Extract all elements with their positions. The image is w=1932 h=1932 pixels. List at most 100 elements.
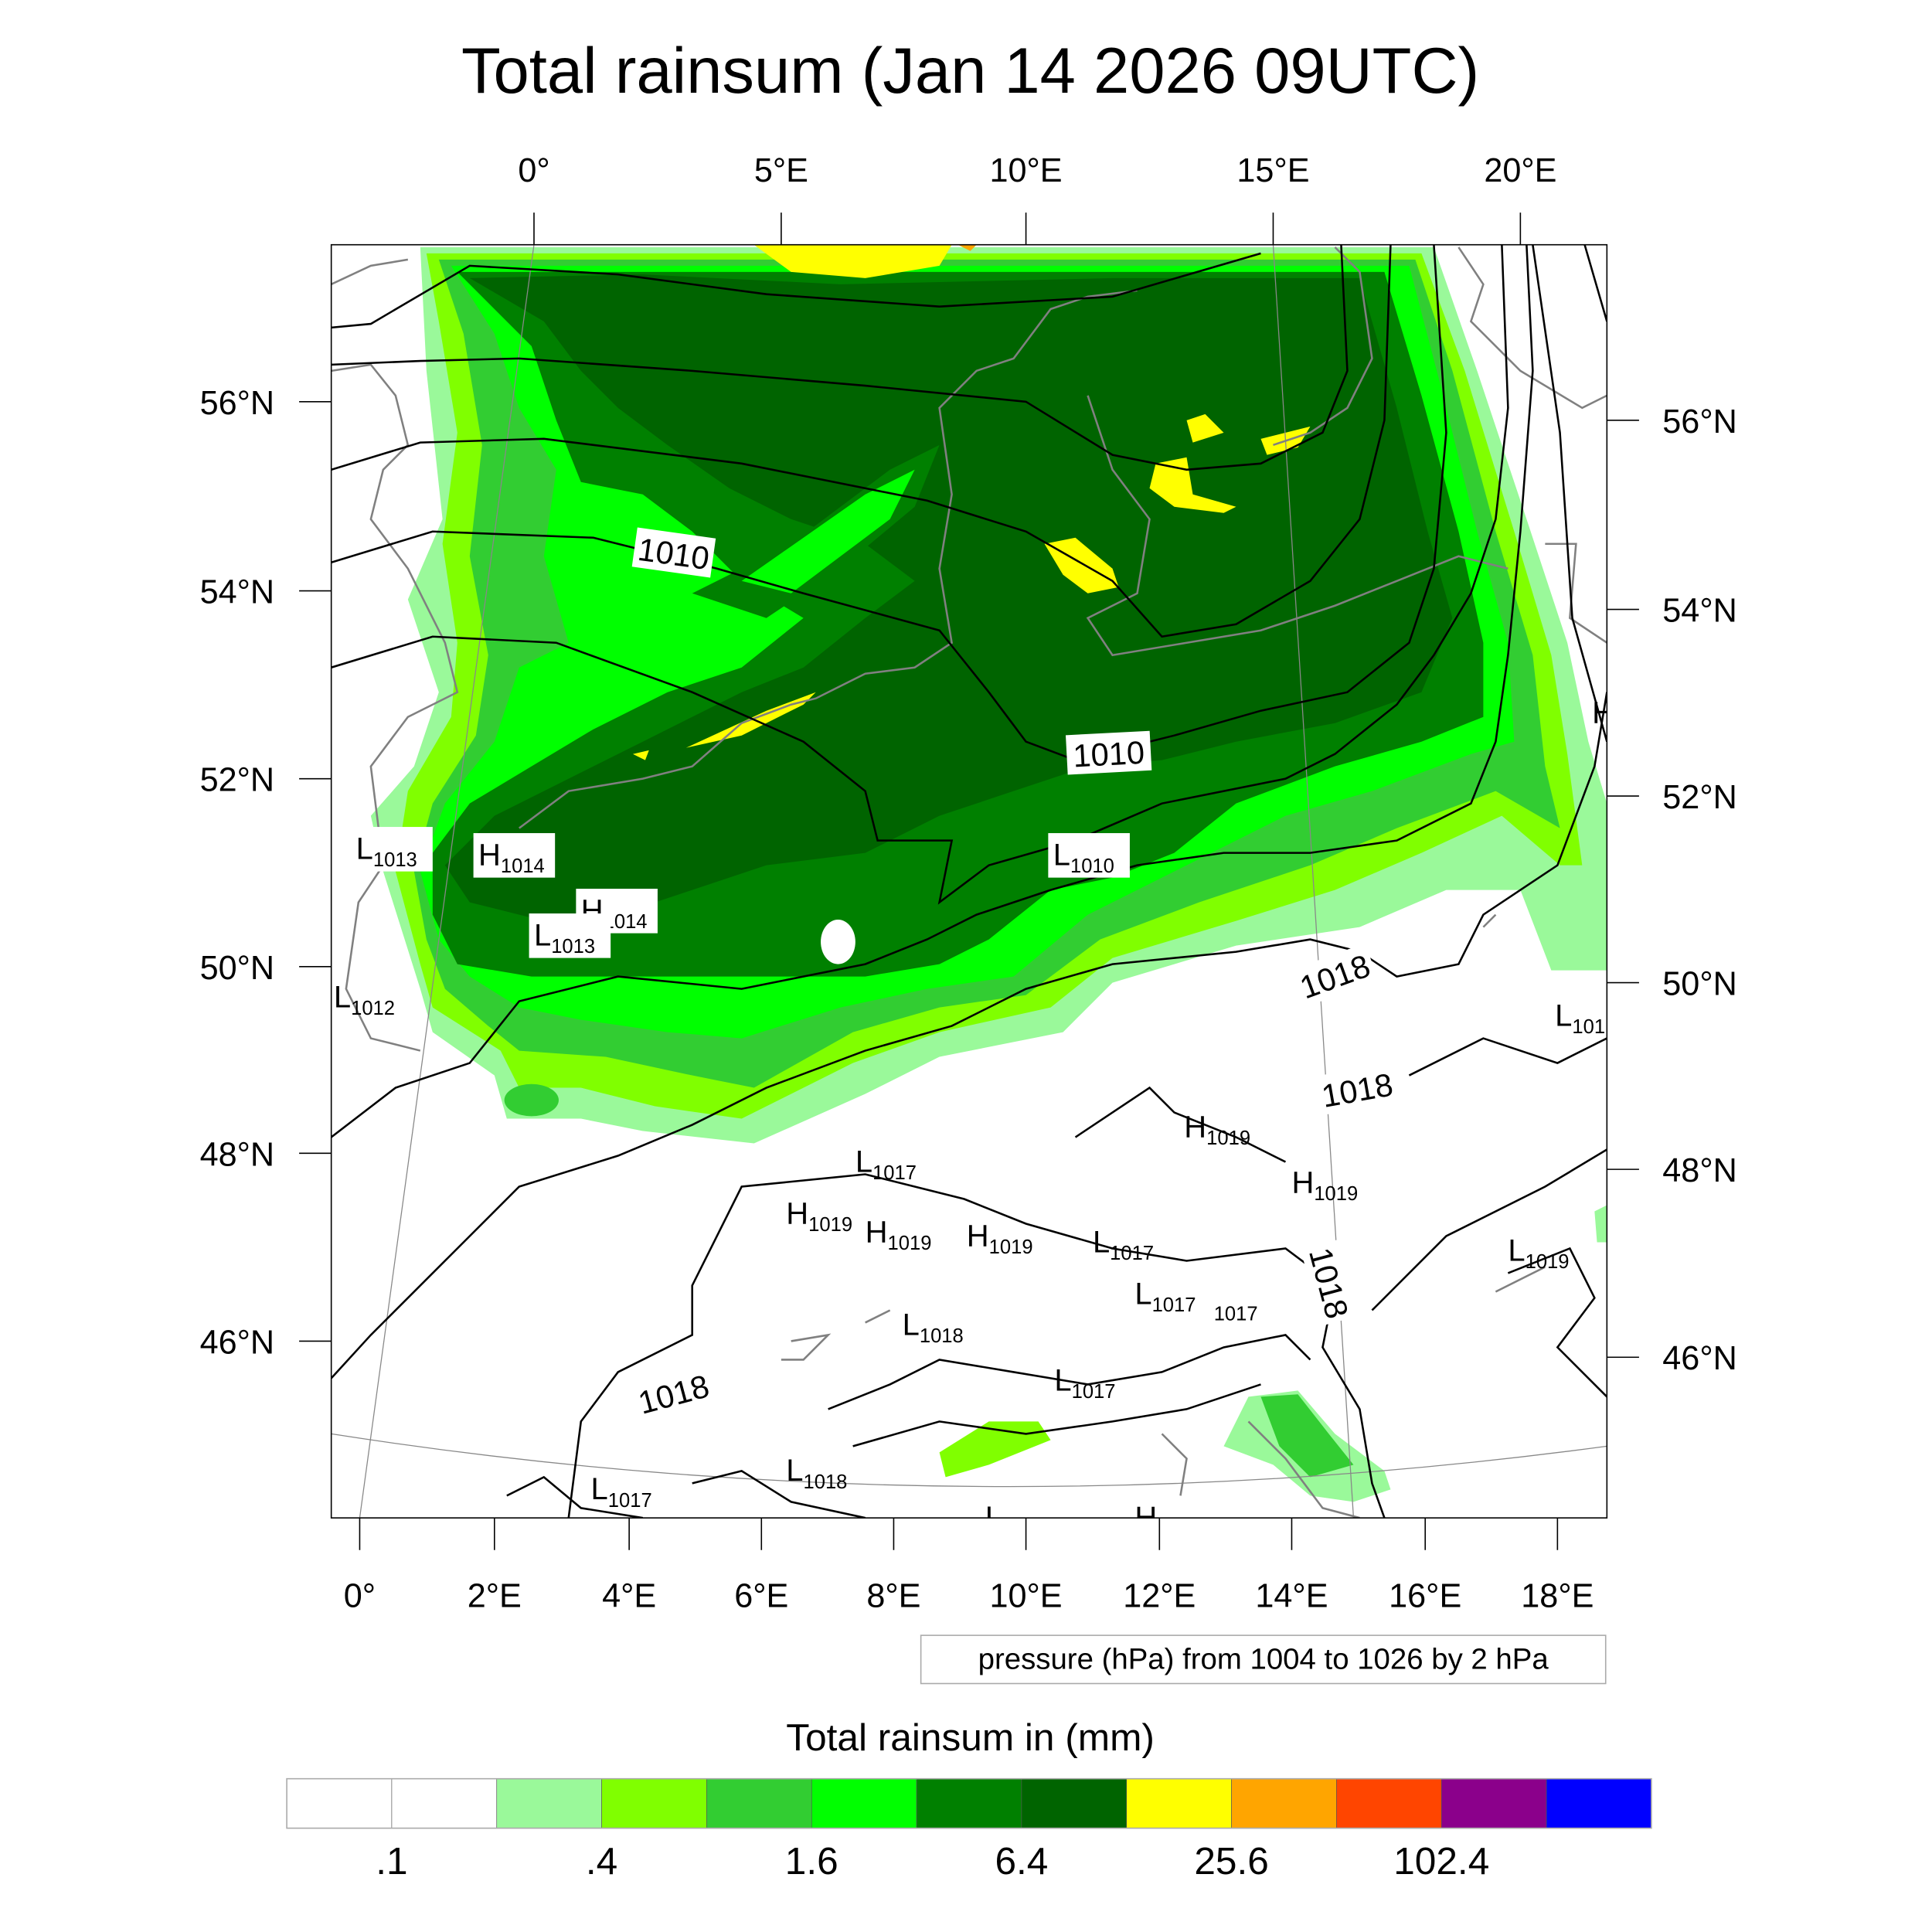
pressure-center-label: H1019 bbox=[866, 1215, 932, 1254]
pressure-center-type: L bbox=[1053, 838, 1070, 872]
isobar-1018 bbox=[567, 1173, 1386, 1519]
colorbar-outline bbox=[286, 1777, 1652, 1829]
svg-text:L1017: L1017 bbox=[1134, 1277, 1196, 1316]
top-lon-label: 0° bbox=[518, 152, 549, 189]
pressure-center-value: 1017 bbox=[1110, 1243, 1154, 1264]
right-lat-label: 56°N bbox=[1662, 403, 1736, 440]
pressure-center-type: H bbox=[866, 1215, 888, 1249]
bottom-lon-label: 8°E bbox=[866, 1577, 920, 1614]
colorbar-swatch bbox=[1546, 1778, 1652, 1828]
bottom-lon-label: 0° bbox=[344, 1577, 376, 1614]
right-lat-label: 52°N bbox=[1662, 779, 1736, 816]
svg-text:H1019: H1019 bbox=[866, 1215, 932, 1254]
svg-text:L1017: L1017 bbox=[1054, 1363, 1115, 1403]
pressure-center-value: 1019 bbox=[989, 1236, 1033, 1258]
label-background bbox=[473, 833, 556, 878]
colorbar-swatch bbox=[1440, 1778, 1547, 1828]
bottom-lon-label: 4°E bbox=[602, 1577, 656, 1614]
pressure-center-type: L bbox=[1134, 1277, 1151, 1311]
contour-label: 1010 bbox=[1066, 730, 1152, 775]
svg-text:L101: L101 bbox=[1555, 999, 1605, 1039]
pressure-center-value: 1013 bbox=[373, 849, 417, 871]
pressure-center-label: H bbox=[1134, 1501, 1157, 1535]
rain-area-medgreen bbox=[1260, 1394, 1354, 1478]
pressure-center-value: 1012 bbox=[351, 998, 395, 1019]
svg-text:H1019: H1019 bbox=[1291, 1166, 1358, 1206]
pressure-center-label: H1019 bbox=[1184, 1111, 1250, 1150]
pressure-info-box: pressure (hPa) from 1004 to 1026 by 2 hP… bbox=[920, 1634, 1607, 1685]
colorbar-swatch bbox=[1021, 1778, 1128, 1828]
bottom-lon-label: 14°E bbox=[1255, 1577, 1328, 1614]
pressure-center-type: L bbox=[903, 1308, 920, 1342]
isobar-1018 bbox=[331, 692, 1607, 1379]
svg-text:L1017: L1017 bbox=[1093, 1225, 1154, 1264]
pressure-center-type: H bbox=[478, 838, 501, 872]
svg-text:1010: 1010 bbox=[1072, 734, 1145, 774]
right-lat-label: 54°N bbox=[1662, 593, 1736, 630]
coastline bbox=[1273, 246, 1607, 644]
right-lat-label: 46°N bbox=[1662, 1340, 1736, 1377]
pressure-center-label: L1010 bbox=[1048, 833, 1130, 878]
pressure-center-label: L1018 bbox=[786, 1454, 847, 1493]
pressure-center-label: L bbox=[985, 1501, 1002, 1535]
top-lon-label: 10°E bbox=[990, 152, 1063, 189]
svg-text:L: L bbox=[985, 1501, 1002, 1535]
svg-text:L1013: L1013 bbox=[356, 832, 417, 872]
colorbar-tick-label: 6.4 bbox=[995, 1839, 1048, 1883]
pressure-center-label: L1017 bbox=[1054, 1363, 1115, 1403]
pressure-center-value: 1019 bbox=[888, 1233, 932, 1254]
pressure-center-label: H1019 bbox=[786, 1196, 852, 1236]
isobar bbox=[331, 244, 1392, 638]
bottom-lon-label: 18°E bbox=[1521, 1577, 1594, 1614]
pressure-center-value: 1017 bbox=[1152, 1294, 1196, 1316]
svg-text:L1018: L1018 bbox=[786, 1454, 847, 1493]
svg-text:L1017: L1017 bbox=[591, 1472, 652, 1512]
pressure-center-label: L101 bbox=[1555, 999, 1605, 1039]
pressure-center-type: L bbox=[786, 1454, 803, 1488]
rain-area-lime bbox=[939, 1421, 1051, 1478]
isobar bbox=[331, 252, 1261, 329]
svg-text:H1019: H1019 bbox=[967, 1219, 1033, 1258]
colorbar-tick-label: 1.6 bbox=[785, 1839, 838, 1883]
pressure-center-label: L1017 bbox=[1134, 1277, 1196, 1316]
label-background bbox=[351, 827, 433, 872]
pressure-center-value: 1019 bbox=[1526, 1251, 1570, 1273]
pressure-center-label: H1019 bbox=[967, 1219, 1033, 1258]
pressure-center-type: L bbox=[1555, 999, 1572, 1033]
coastline bbox=[781, 913, 1546, 1519]
pressure-center-value: 1017 bbox=[1072, 1381, 1116, 1403]
top-lon-label: 5°E bbox=[754, 152, 808, 189]
right-lat-label: 48°N bbox=[1662, 1152, 1736, 1189]
svg-text:L1012: L1012 bbox=[334, 981, 395, 1020]
svg-text:L1018: L1018 bbox=[903, 1308, 964, 1347]
rain-area-brightgreen bbox=[741, 469, 915, 594]
pressure-center-value: 1010 bbox=[1070, 855, 1114, 877]
svg-text:H: H bbox=[1134, 1501, 1157, 1535]
coastline bbox=[519, 289, 1509, 829]
pressure-centers: L1013 H1014H1014L1013L1012L1010HL101H1019… bbox=[334, 696, 1614, 1535]
contour-label: 1018 bbox=[1315, 1063, 1400, 1116]
rain-area-yellow bbox=[1149, 457, 1236, 513]
colorbar-tick-label: 25.6 bbox=[1194, 1839, 1269, 1883]
pressure-center-value: 101 bbox=[1572, 1016, 1605, 1038]
rain-area-yellow bbox=[632, 750, 649, 760]
rain-area-medgreen bbox=[504, 1083, 559, 1117]
svg-text:1017: 1017 bbox=[1214, 1303, 1258, 1325]
bottom-lon-label: 16°E bbox=[1389, 1577, 1461, 1614]
rain-gap bbox=[821, 920, 855, 964]
pressure-center-type: L bbox=[1054, 1363, 1071, 1397]
pressure-center-type: H bbox=[1291, 1166, 1314, 1200]
label-background bbox=[529, 913, 611, 958]
pressure-center-label: L1012 bbox=[334, 981, 395, 1020]
bottom-lon-label: 12°E bbox=[1123, 1577, 1196, 1614]
pressure-center-label: 1017 bbox=[1214, 1303, 1258, 1325]
colorbar: .1 .4 1.6 6.4 25.6 102.4 bbox=[286, 1777, 1652, 1883]
svg-text:H: H bbox=[1592, 696, 1614, 730]
colorbar-tick-label: .4 bbox=[586, 1839, 617, 1883]
pressure-center-type: L bbox=[855, 1145, 872, 1179]
left-lat-label: 54°N bbox=[200, 574, 274, 611]
pressure-center-label: L1018 bbox=[903, 1308, 964, 1347]
left-lat-label: 56°N bbox=[200, 385, 274, 422]
isobar bbox=[331, 244, 1349, 471]
pressure-center-type: H bbox=[1184, 1111, 1206, 1145]
